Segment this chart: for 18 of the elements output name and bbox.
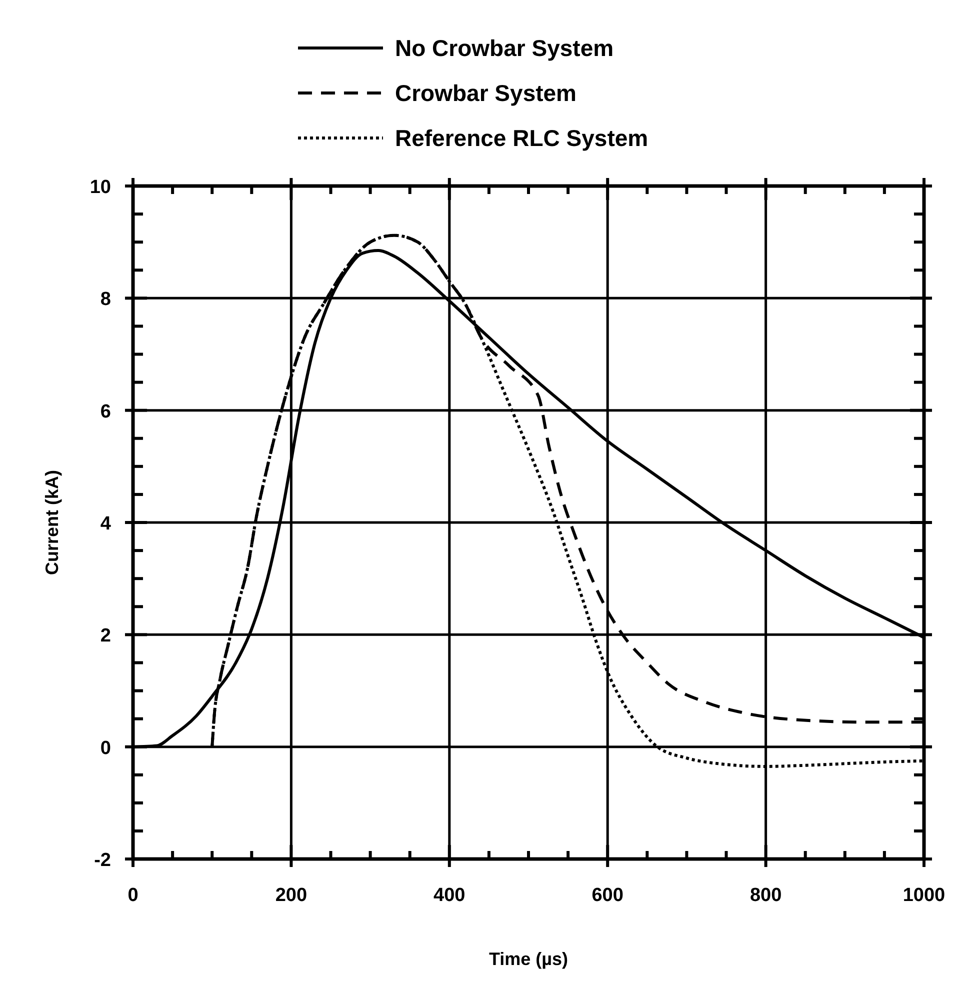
y-tick-label: 0 xyxy=(100,738,111,759)
x-axis-title: Time (µs) xyxy=(488,949,568,969)
x-tick-label: 800 xyxy=(750,885,782,906)
y-tick-label: 4 xyxy=(100,514,112,534)
x-tick-label: 400 xyxy=(434,885,466,906)
legend-label: No Crowbar System xyxy=(395,35,614,61)
x-tick-label: 1000 xyxy=(902,885,946,906)
y-tick-label: -2 xyxy=(94,850,111,871)
y-tick-label: 10 xyxy=(90,177,111,198)
y-tick-label: 8 xyxy=(100,289,111,310)
x-tick-label: 200 xyxy=(275,885,308,906)
y-tick-label: 6 xyxy=(100,401,111,422)
legend-label: Crowbar System xyxy=(395,80,577,106)
y-axis-title: Current (kA) xyxy=(42,470,62,576)
x-tick-label: 600 xyxy=(592,885,624,906)
legend-label: Reference RLC System xyxy=(395,125,648,151)
y-tick-label: 2 xyxy=(100,626,111,647)
x-tick-label: 0 xyxy=(128,885,138,906)
